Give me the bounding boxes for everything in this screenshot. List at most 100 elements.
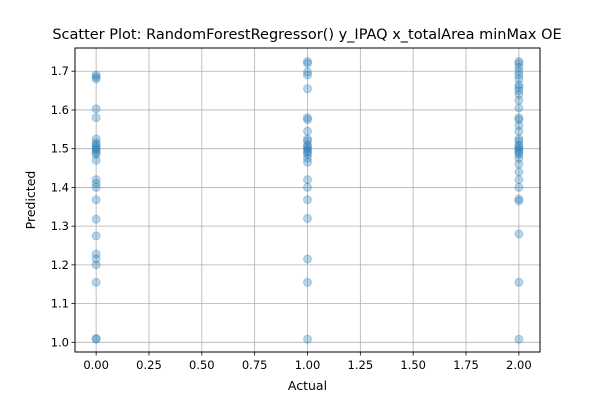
scatter-point [91, 260, 101, 270]
scatter-point [514, 194, 524, 204]
scatter-point [514, 83, 524, 93]
scatter-point [91, 175, 101, 185]
x-tick-label: 1.50 [400, 358, 426, 372]
scatter-point [303, 157, 312, 167]
scatter-point [514, 149, 524, 159]
scatter-point [303, 134, 312, 144]
scatter-point [514, 277, 524, 287]
scatter-point [514, 144, 524, 154]
scatter-point [514, 113, 524, 123]
scatter-point [514, 229, 524, 239]
scatter-point [91, 179, 101, 189]
scatter-point [303, 149, 312, 159]
scatter-point [91, 333, 101, 343]
scatter-point [514, 115, 524, 125]
scatter-point [303, 57, 312, 67]
scatter-point [303, 254, 312, 264]
y-tick-label: 1.0 [51, 335, 69, 349]
scatter-point [303, 195, 312, 205]
scatter-point [91, 155, 101, 165]
x-tick-label: 0.75 [242, 358, 268, 372]
scatter-point [91, 195, 101, 205]
scatter-point [514, 167, 524, 177]
scatter-point [91, 113, 101, 123]
scatter-point [514, 196, 524, 206]
scatter-point [303, 140, 312, 150]
scatter-point [91, 138, 101, 148]
x-tick-label: 1.00 [295, 358, 321, 372]
scatter-point [91, 231, 101, 241]
scatter-point [514, 62, 524, 72]
scatter-point [514, 120, 524, 130]
scatter-point [303, 126, 312, 136]
y-tick-label: 1.1 [51, 297, 69, 311]
scatter-point [514, 126, 524, 136]
y-tick-label: 1.5 [51, 142, 69, 156]
scatter-point [91, 142, 101, 152]
scatter-point [303, 144, 312, 154]
scatter-point [514, 153, 524, 163]
scatter-point [91, 334, 101, 344]
scatter-point [91, 249, 101, 259]
y-axis-ticks: 1.0 1.1 1.2 1.3 1.4 1.5 1.6 1.7 [51, 64, 75, 349]
scatter-point [514, 57, 524, 67]
x-tick-label: 0.25 [136, 358, 162, 372]
scatter-point [91, 146, 101, 156]
chart-title: Scatter Plot: RandomForestRegressor() y_… [52, 27, 561, 43]
scatter-point [514, 74, 524, 84]
scatter-point [514, 86, 524, 96]
scatter-point [514, 89, 524, 99]
scatter-point [303, 175, 312, 185]
scatter-point [514, 175, 524, 185]
scatter-point [303, 115, 312, 125]
scatter-point [303, 142, 312, 152]
scatter-point [514, 334, 524, 344]
y-tick-label: 1.3 [51, 219, 69, 233]
x-axis-ticks: 0.00 0.25 0.50 0.75 1.00 1.25 1.50 1.75 2.00 [83, 352, 532, 372]
scatter-point [303, 153, 312, 163]
scatter-point [514, 136, 524, 146]
x-axis-label: Actual [288, 378, 327, 393]
scatter-point [91, 144, 101, 154]
scatter-point [514, 134, 524, 144]
scatter-point [91, 149, 101, 159]
scatter-point [514, 140, 524, 150]
y-tick-label: 1.6 [51, 103, 69, 117]
y-tick-label: 1.4 [51, 180, 69, 194]
scatter-point [91, 70, 101, 80]
scatter-point [303, 277, 312, 287]
scatter-point [514, 159, 524, 169]
x-tick-label: 2.00 [506, 358, 532, 372]
y-tick-label: 1.7 [51, 64, 69, 78]
scatter-point [91, 214, 101, 224]
scatter-point [514, 80, 524, 90]
grid-lines [75, 48, 540, 352]
scatter-point [303, 67, 312, 77]
x-tick-label: 0.00 [83, 358, 109, 372]
scatter-point [91, 277, 101, 287]
scatter-point [303, 136, 312, 146]
scatter-point [303, 113, 312, 123]
scatter-point [303, 146, 312, 156]
scatter-point [514, 148, 524, 158]
data-points [91, 57, 524, 344]
scatter-point [514, 142, 524, 152]
scatter-point [91, 182, 101, 192]
y-tick-label: 1.2 [51, 258, 69, 272]
x-tick-label: 1.75 [453, 358, 479, 372]
scatter-point [303, 213, 312, 223]
scatter-point [303, 334, 312, 344]
scatter-point [514, 58, 524, 68]
scatter-point [514, 182, 524, 192]
scatter-point [514, 146, 524, 156]
scatter-point [514, 103, 524, 113]
scatter-point [303, 148, 312, 158]
scatter-point [303, 182, 312, 192]
x-tick-label: 0.50 [189, 358, 215, 372]
scatter-point [514, 95, 524, 105]
scatter-point [91, 254, 101, 264]
scatter-point [91, 72, 101, 82]
scatter-point [514, 70, 524, 80]
